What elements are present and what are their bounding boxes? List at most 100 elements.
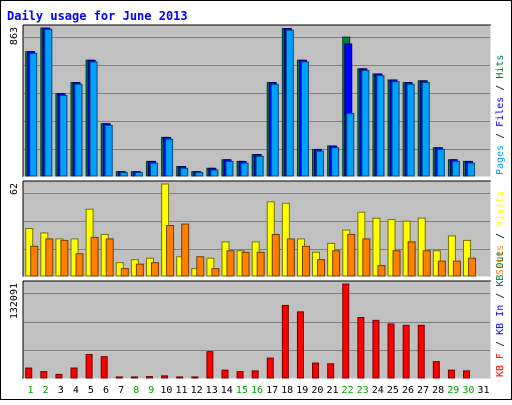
bar-pages-day-23	[361, 70, 370, 177]
y-max-label: 863	[9, 27, 20, 45]
bar-kb-f-day-20	[312, 362, 320, 379]
bar-sites-day-28	[437, 260, 446, 277]
bar-pages-day-10	[165, 138, 174, 177]
bar-sites-day-27	[422, 250, 431, 277]
bar-sites-day-14	[226, 250, 235, 277]
x-tick-label: 11	[175, 385, 187, 396]
bar-visits-day-25	[387, 219, 396, 277]
bar-pages-day-7	[119, 172, 128, 177]
x-tick-label: 16	[251, 385, 263, 396]
series-label-part: Files	[495, 97, 506, 127]
bar-sites-day-7	[120, 268, 129, 277]
series-label: Pages / Files / Hits	[495, 55, 506, 175]
series-label-part: Pages	[495, 145, 506, 175]
x-tick-label: 9	[148, 385, 154, 396]
bar-sites-day-15	[241, 251, 250, 277]
x-tick-label: 17	[266, 385, 278, 396]
bar-sites-day-22	[347, 233, 356, 277]
series-label-part: /	[495, 127, 506, 145]
series-label-part: Visits	[495, 191, 506, 227]
bar-pages-day-2	[44, 28, 53, 177]
x-tick-label: 6	[103, 385, 109, 396]
bar-sites-day-23	[362, 238, 371, 277]
bar-kb-f-day-12	[191, 376, 199, 379]
bar-sites-day-25	[392, 250, 401, 277]
bar-kb-f-day-1	[25, 367, 33, 379]
x-tick-label: 27	[417, 385, 429, 396]
series-label-part: Sites	[495, 245, 506, 275]
bar-pages-day-18	[285, 29, 294, 177]
x-tick-label: 26	[402, 385, 414, 396]
bar-kb-f-day-2	[40, 371, 48, 379]
bar-kb-f-day-27	[417, 324, 425, 379]
x-tick-label: 7	[118, 385, 124, 396]
bar-kb-f-day-11	[176, 376, 184, 379]
x-tick-label: 30	[462, 385, 474, 396]
bar-sites-day-17	[271, 233, 280, 277]
x-tick-label: 12	[191, 385, 203, 396]
bar-kb-f-day-25	[387, 323, 395, 379]
bar-sites-day-16	[256, 251, 265, 277]
series-label: Sites / Visits	[495, 191, 506, 275]
x-tick-label: 4	[73, 385, 79, 396]
bar-sites-day-10	[166, 225, 175, 277]
bar-kb-f-day-24	[372, 319, 380, 379]
bar-pages-day-16	[255, 155, 264, 177]
bar-kb-f-day-22	[342, 283, 350, 379]
bar-kb-f-day-6	[100, 356, 108, 379]
bar-kb-f-day-17	[266, 357, 274, 379]
bar-kb-f-day-15	[236, 371, 244, 379]
x-tick-label: 8	[133, 385, 139, 396]
chart-title: Daily usage for June 2013	[7, 9, 188, 23]
bar-pages-day-9	[149, 162, 158, 177]
bar-sites-day-9	[150, 262, 159, 277]
bar-pages-day-14	[225, 160, 234, 177]
series-label-part: /	[495, 287, 506, 305]
bar-kb-f-day-19	[296, 311, 304, 379]
x-tick-label: 22	[342, 385, 354, 396]
x-tick-label: 18	[281, 385, 293, 396]
x-tick-label: 23	[357, 385, 369, 396]
bar-sites-day-13	[211, 268, 220, 277]
bar-sites-day-11	[181, 223, 190, 277]
bar-pages-day-17	[270, 83, 279, 177]
series-label-part: /	[495, 335, 506, 353]
series-label-part: KB In	[495, 305, 506, 335]
x-tick-label: 29	[447, 385, 459, 396]
bar-visits-day-13	[206, 257, 215, 277]
bar-sites-day-18	[286, 238, 295, 277]
series-label-part: Hits	[495, 55, 506, 79]
bar-sites-day-19	[301, 245, 310, 277]
y-max-label: 132091	[9, 283, 20, 319]
bar-kb-f-day-3	[55, 373, 63, 379]
bar-kb-f-day-30	[463, 370, 471, 379]
bar-visits-day-29	[447, 235, 456, 277]
x-tick-label: 21	[326, 385, 338, 396]
bar-kb-f-day-28	[432, 361, 440, 379]
series-label-part: KB F	[495, 353, 506, 377]
bar-kb-f-day-10	[161, 375, 169, 379]
bar-kb-f-day-5	[85, 354, 93, 379]
series-label-part: /	[495, 227, 506, 245]
bar-sites-day-29	[452, 260, 461, 277]
bar-pages-day-22	[346, 112, 355, 177]
x-tick-label: 31	[477, 385, 489, 396]
bar-pages-day-27	[421, 82, 430, 177]
x-tick-label: 14	[221, 385, 233, 396]
bar-sites-day-8	[135, 263, 144, 277]
bar-kb-f-day-16	[251, 370, 259, 379]
bar-kb-f-day-29	[447, 369, 455, 379]
x-tick-label: 5	[88, 385, 94, 396]
bar-kb-f-day-23	[357, 317, 365, 379]
x-tick-label: 1	[28, 385, 34, 396]
x-tick-label: 24	[372, 385, 384, 396]
bar-kb-f-day-4	[70, 367, 78, 379]
x-tick-label: 20	[311, 385, 323, 396]
bar-pages-day-6	[104, 124, 113, 177]
bar-pages-day-8	[134, 172, 143, 177]
bar-sites-day-6	[105, 238, 114, 277]
bar-pages-day-29	[451, 160, 460, 177]
bar-sites-day-4	[75, 253, 84, 277]
